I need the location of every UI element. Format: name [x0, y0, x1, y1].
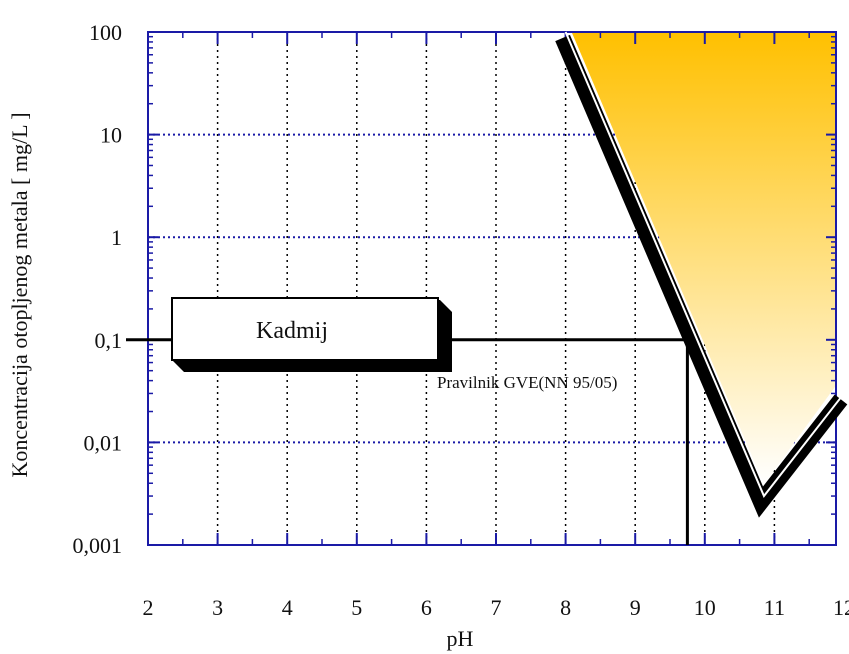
y-tick-label: 0,1	[95, 328, 123, 353]
x-tick-label: 11	[764, 595, 785, 620]
y-tick-label: 0,001	[73, 533, 123, 558]
y-tick-label: 1	[111, 225, 122, 250]
limit-line-label: Pravilnik GVE(NN 95/05)	[437, 373, 617, 392]
x-axis-ticks: 2 3 4 5 6 7 8 9 10 11 12	[143, 32, 849, 620]
solubility-fill	[571, 32, 836, 485]
x-tick-label: 6	[421, 595, 432, 620]
y-tick-label: 10	[100, 123, 122, 148]
x-tick-label: 12	[833, 595, 849, 620]
x-tick-label: 5	[351, 595, 362, 620]
kadmij-label: Kadmij	[256, 318, 328, 344]
x-tick-label: 10	[694, 595, 716, 620]
x-tick-label: 3	[212, 595, 223, 620]
y-axis-title: Koncentracija otopljenog metala [ mg/L ]	[7, 112, 32, 477]
y-axis-ticks: 0,001 0,01 0,1 1 10 100	[73, 20, 836, 558]
x-tick-label: 7	[491, 595, 502, 620]
axis-frame	[147, 31, 837, 546]
kadmij-box: Kadmij	[171, 297, 452, 372]
solubility-curve-shadow	[555, 34, 848, 518]
y-tick-label: 100	[89, 20, 122, 45]
kadmij-box-face	[171, 297, 439, 361]
solubility-curve-highlight	[564, 31, 845, 498]
x-tick-label: 2	[143, 595, 154, 620]
chart-marks	[126, 31, 848, 545]
y-tick-label: 0,01	[84, 430, 123, 455]
fill-layer	[571, 32, 836, 485]
x-axis-title: pH	[447, 626, 474, 651]
x-tick-label: 4	[282, 595, 293, 620]
plot-frame	[147, 31, 837, 546]
x-tick-label: 8	[560, 595, 571, 620]
x-tick-label: 9	[630, 595, 641, 620]
